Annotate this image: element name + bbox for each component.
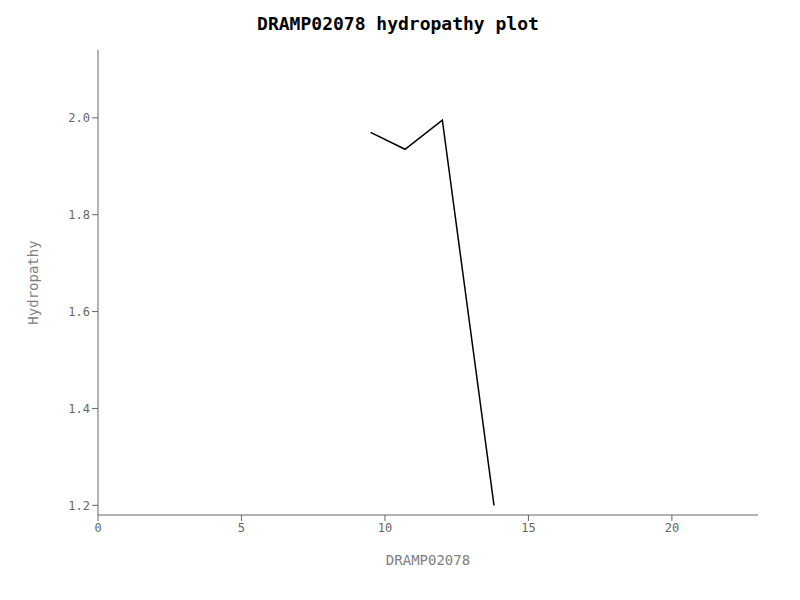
svg-text:1.6: 1.6 (68, 305, 90, 319)
svg-text:10: 10 (378, 521, 392, 535)
svg-text:1.8: 1.8 (68, 208, 90, 222)
svg-text:15: 15 (521, 521, 535, 535)
html-text:DRAMP02078 hydropathy plot: DRAMP02078 hydropathy plot (257, 13, 539, 34)
svg-text:1.4: 1.4 (68, 402, 90, 416)
svg-text:2.0: 2.0 (68, 111, 90, 125)
svg-text:20: 20 (665, 521, 679, 535)
svg-text:1.2: 1.2 (68, 499, 90, 513)
svg-text:0: 0 (94, 521, 101, 535)
svg-text:DRAMP02078: DRAMP02078 (386, 552, 470, 568)
svg-text:Hydropathy: Hydropathy (25, 240, 41, 324)
svg-text:5: 5 (238, 521, 245, 535)
